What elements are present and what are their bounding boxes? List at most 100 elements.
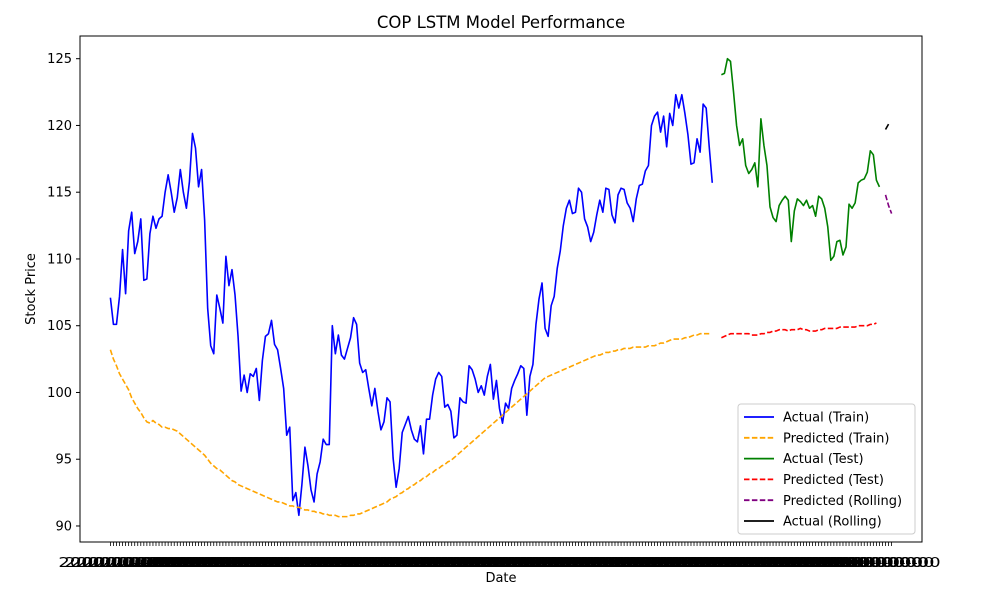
x-tick-label: 2000-00-00 (241, 556, 345, 571)
x-tick-label: 2000-00-00 (338, 556, 442, 571)
x-tick-label: 2000-00-00 (271, 556, 375, 571)
x-tick-label: 2000-00-00 (502, 556, 606, 571)
x-tick-label: 2000-00-00 (788, 556, 892, 571)
x-tick-label: 2000-00-00 (533, 556, 637, 571)
x-tick-label: 2000-00-00 (83, 556, 187, 571)
x-tick-label: 2000-00-00 (484, 556, 588, 571)
x-tick-label: 2000-00-00 (545, 556, 649, 571)
x-tick-label: 2000-00-00 (600, 556, 704, 571)
y-ticks: 90 95 100 105 110 115 120 125 (47, 52, 80, 534)
x-tick-label: 2000-00-00 (101, 556, 205, 571)
x-tick-label: 2000-00-00 (210, 556, 314, 571)
x-tick-label: 2000-00-00 (125, 556, 229, 571)
x-tick-label: 2000-00-00 (174, 556, 278, 571)
x-tick-label: 2000-00-00 (454, 556, 558, 571)
x-tick-label: 2000-00-00 (581, 556, 685, 571)
x-tick-label: 2000-00-00 (411, 556, 515, 571)
x-tick-label: 2000-00-00 (235, 556, 339, 571)
x-tick-label: 2000-00-00 (520, 556, 624, 571)
series-line-predicted-rolling (884, 194, 893, 214)
x-tick-label: 2000-00-00 (776, 556, 880, 571)
chart-title: COP LSTM Model Performance (377, 13, 625, 32)
x-tick-label: 2000-00-00 (131, 556, 235, 571)
x-tick-label: 2000-00-00 (350, 556, 454, 571)
x-tick-label: 2000-00-00 (824, 556, 928, 571)
x-tick-label: 2000-00-00 (697, 556, 801, 571)
x-tick-label: 2000-00-00 (265, 556, 369, 571)
x-tick-label: 2000-00-00 (837, 556, 941, 571)
x-tick-label: 2000-00-00 (320, 556, 424, 571)
x-tick-label: 2000-00-00 (721, 556, 825, 571)
x-tick-label: 2000-00-00 (593, 556, 697, 571)
x-tick-label: 2000-00-00 (782, 556, 886, 571)
x-tick-label: 2000-00-00 (362, 556, 466, 571)
x-tick-label: 2000-00-00 (314, 556, 418, 571)
x-tick-label: 2000-00-00 (569, 556, 673, 571)
x-tick-label: 2000-00-00 (490, 556, 594, 571)
y-tick-label: 125 (47, 52, 72, 67)
y-tick-label: 90 (55, 519, 72, 534)
x-tick-label: 2000-00-00 (180, 556, 284, 571)
x-tick-label: 2000-00-00 (107, 556, 211, 571)
y-tick-label: 105 (47, 319, 72, 334)
series-line-predicted-test (721, 322, 877, 339)
x-tick-label: 2000-00-00 (672, 556, 776, 571)
x-tick-label: 2000-00-00 (466, 556, 570, 571)
x-tick-label: 2000-00-00 (89, 556, 193, 571)
x-tick-label: 2000-00-00 (818, 556, 922, 571)
plot-area-frame (79, 35, 923, 543)
x-tick-label: 2000-00-00 (806, 556, 910, 571)
x-tick-label: 2000-00-00 (77, 556, 181, 571)
x-tick-label: 2000-00-00 (794, 556, 898, 571)
x-tick-label: 2000-00-00 (429, 556, 533, 571)
x-tick-label: 2000-00-00 (770, 556, 874, 571)
x-tick-label: 2000-00-00 (253, 556, 357, 571)
x-tick-label: 2000-00-00 (812, 556, 916, 571)
y-axis-label: Stock Price (24, 253, 39, 325)
x-tick-label: 2000-00-00 (58, 556, 162, 571)
legend-label-predicted-rolling: Predicted (Rolling) (783, 494, 902, 509)
x-tick-label: 2000-00-00 (551, 556, 655, 571)
x-tick-label: 2000-00-00 (587, 556, 691, 571)
x-tick-label: 2000-00-00 (302, 556, 406, 571)
x-tick-label: 2000-00-00 (393, 556, 497, 571)
x-tick-label: 2000-00-00 (223, 556, 327, 571)
x-tick-label: 2000-00-00 (344, 556, 448, 571)
legend-label-actual-test: Actual (Test) (783, 452, 864, 467)
x-tick-label: 2000-00-00 (229, 556, 333, 571)
x-tick-label: 2000-00-00 (144, 556, 248, 571)
x-tick-label: 2000-00-00 (575, 556, 679, 571)
x-tick-marks (110, 542, 892, 546)
x-tick-label: 2000-00-00 (368, 556, 472, 571)
x-tick-label: 2000-00-00 (727, 556, 831, 571)
legend-frame (737, 403, 916, 535)
series-line-actual-test (721, 57, 881, 262)
legend-label-predicted-train: Predicted (Train) (783, 431, 890, 446)
x-tick-label: 2000-00-00 (666, 556, 770, 571)
x-tick-label: 2000-00-00 (709, 556, 813, 571)
x-tick-label: 2000-00-00 (417, 556, 521, 571)
x-tick-label: 2000-00-00 (332, 556, 436, 571)
x-tick-label: 2000-00-00 (356, 556, 460, 571)
x-tick-label: 2000-00-00 (296, 556, 400, 571)
x-tick-label: 2000-00-00 (527, 556, 631, 571)
x-tick-label: 2000-00-00 (289, 556, 393, 571)
x-tick-label: 2000-00-00 (733, 556, 837, 571)
x-tick-label: 2000-00-00 (247, 556, 351, 571)
x-axis-label: Date (485, 571, 516, 586)
x-tick-label: 2000-00-00 (745, 556, 849, 571)
x-tick-label: 2000-00-00 (204, 556, 308, 571)
x-tick-label: 2000-00-00 (715, 556, 819, 571)
x-tick-label: 2000-00-00 (259, 556, 363, 571)
x-tick-label: 2000-00-00 (113, 556, 217, 571)
x-tick-label: 2000-00-00 (308, 556, 412, 571)
x-tick-label: 2000-00-00 (405, 556, 509, 571)
x-tick-label: 2000-00-00 (648, 556, 752, 571)
x-tick-label: 2000-00-00 (460, 556, 564, 571)
x-tick-label: 2000-00-00 (381, 556, 485, 571)
x-tick-label: 2000-00-00 (326, 556, 430, 571)
x-tick-label: 2000-00-00 (618, 556, 722, 571)
x-tick-label: 2000-00-00 (277, 556, 381, 571)
x-tick-label: 2000-00-00 (65, 556, 169, 571)
